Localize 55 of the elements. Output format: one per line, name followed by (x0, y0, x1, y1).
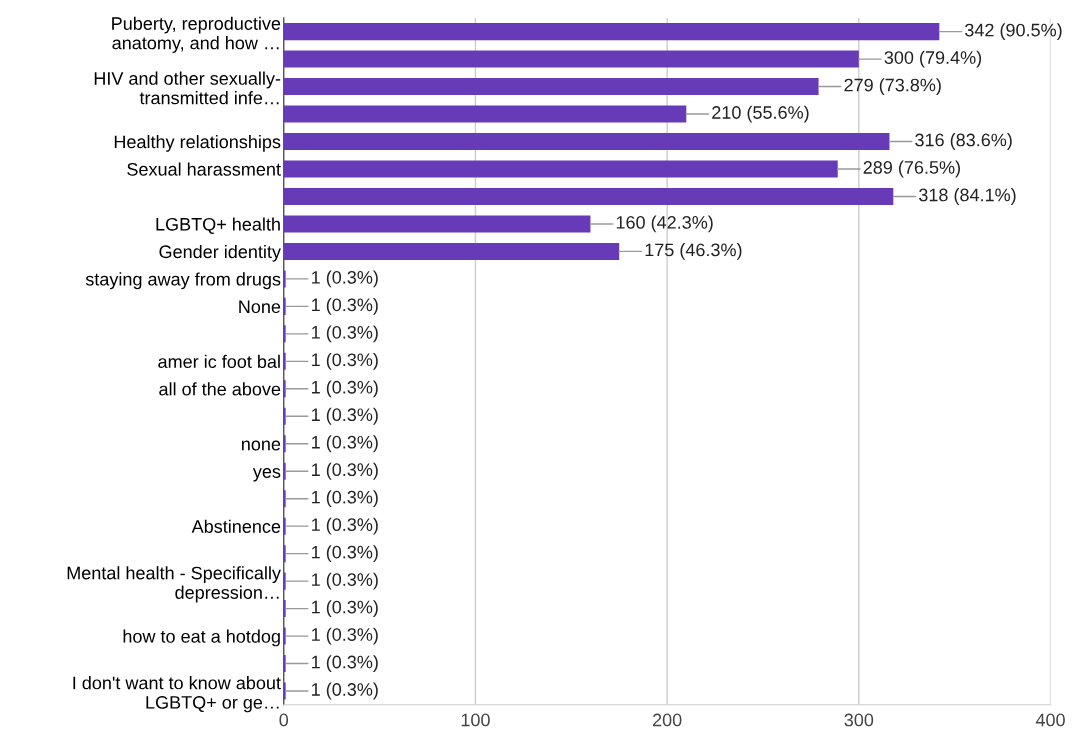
data-label: 1 (0.3%) (312, 407, 378, 425)
bar (283, 187, 894, 205)
y-tick-label: yes (252, 468, 281, 482)
x-tick-label: 100 (461, 713, 490, 727)
data-label: 175 (46.3%) (645, 243, 742, 260)
y-tick-label: Abstinence (191, 519, 281, 533)
data-label: 160 (42.3%) (616, 215, 713, 233)
data-label: 1 (0.3%) (312, 297, 378, 315)
x-tick-label: 300 (844, 713, 874, 727)
data-label: 1 (0.3%) (312, 600, 378, 618)
y-tick-label: HIV and other sexually- transmitted infe… (94, 71, 281, 105)
bar (283, 50, 859, 68)
bar (283, 160, 838, 178)
y-tick-label: Gender identity (159, 244, 281, 262)
y-tick-label: Mental health - Specifically depression… (67, 566, 281, 603)
data-label: 318 (84.1%) (919, 188, 1016, 205)
data-label: 1 (0.3%) (312, 462, 378, 480)
bar (283, 133, 890, 151)
bar (283, 23, 940, 41)
y-tick-label: Puberty, reproductive anatomy, and how … (112, 16, 281, 53)
y-tick-label: None (239, 300, 281, 314)
bar (283, 242, 620, 260)
y-tick-label: amer ic foot bal (158, 354, 280, 369)
bar (283, 215, 591, 233)
data-label: 342 (90.5%) (965, 23, 1062, 41)
y-tick-label: I don't want to know about LGBTQ+ or ge… (73, 676, 281, 713)
data-label: 1 (0.3%) (312, 380, 378, 398)
data-label: 1 (0.3%) (312, 627, 378, 645)
y-tick-label: all of the above (159, 382, 281, 396)
data-label: 1 (0.3%) (312, 325, 378, 343)
data-label: 289 (76.5%) (863, 160, 960, 178)
y-tick-label: Healthy relationships (114, 134, 281, 152)
y-tick-label: staying away from drugs (85, 272, 281, 290)
data-label: 316 (83.6%) (915, 133, 1012, 150)
bar (283, 105, 687, 123)
y-tick-label: Sexual harassment (127, 162, 281, 176)
bar (283, 78, 819, 96)
data-label: 1 (0.3%) (312, 682, 378, 700)
data-label: 1 (0.3%) (312, 435, 378, 453)
data-label: 1 (0.3%) (312, 655, 378, 672)
data-label: 279 (73.8%) (844, 78, 941, 95)
x-tick-label: 200 (652, 713, 682, 727)
data-label: 1 (0.3%) (312, 270, 378, 288)
data-label: 1 (0.3%) (312, 572, 378, 590)
data-label: 300 (79.4%) (884, 50, 982, 68)
data-label: 1 (0.3%) (312, 545, 378, 563)
data-label: 1 (0.3%) (312, 517, 378, 535)
x-tick-label: 0 (279, 713, 289, 727)
data-label: 1 (0.3%) (312, 490, 378, 508)
y-tick-label: none (242, 440, 281, 451)
data-label: 210 (55.6%) (712, 105, 809, 123)
y-tick-label: how to eat a hotdog (123, 629, 280, 647)
y-tick-label: LGBTQ+ health (156, 217, 280, 234)
data-label: 1 (0.3%) (312, 352, 378, 370)
x-tick-label: 400 (1035, 713, 1065, 727)
